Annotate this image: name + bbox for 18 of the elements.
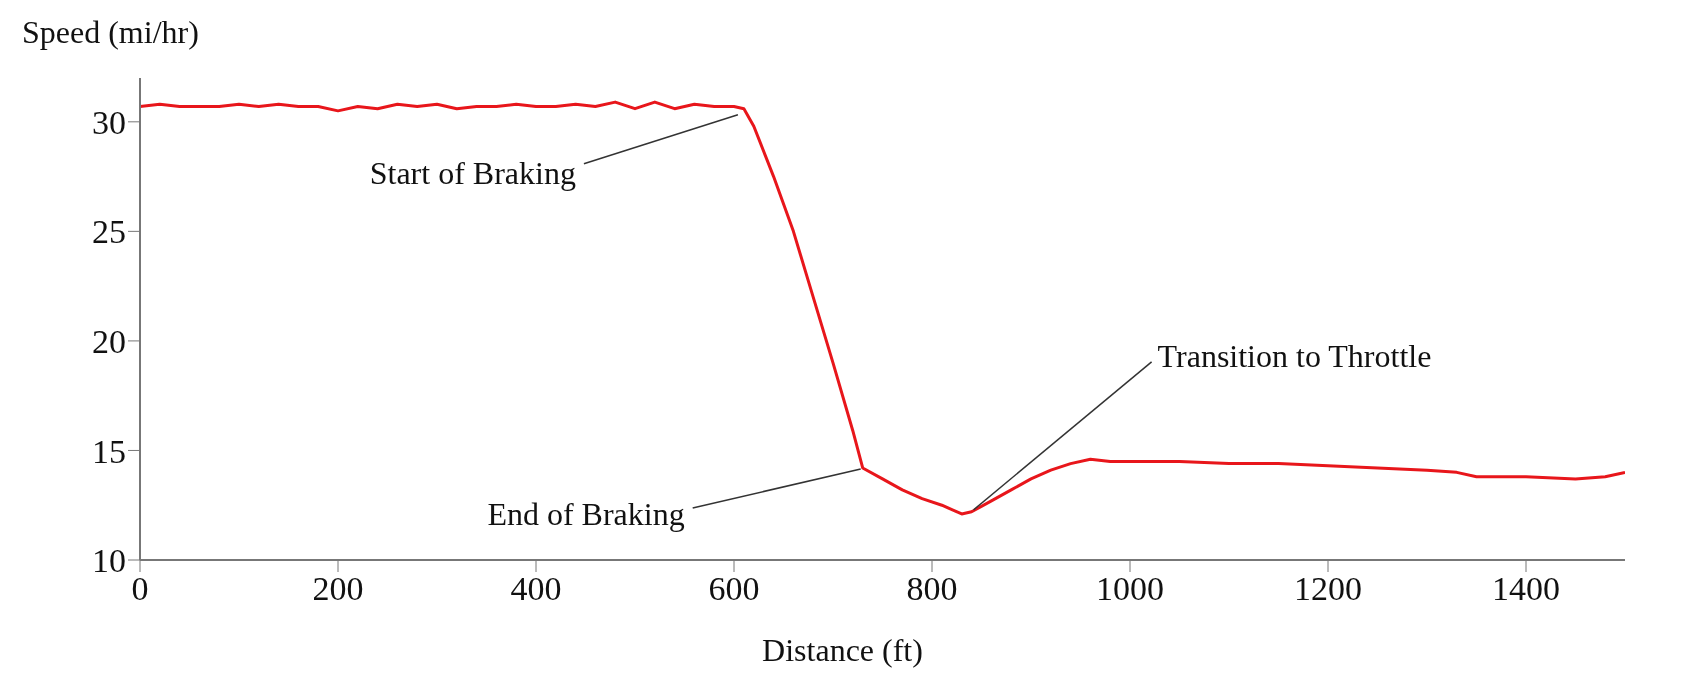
y-axis-title: Speed (mi/hr) (22, 14, 199, 51)
x-axis-title: Distance (ft) (762, 632, 923, 668)
x-tick-label: 1000 (1096, 570, 1164, 608)
x-tick-label: 1400 (1492, 570, 1560, 608)
x-tick-label: 400 (510, 570, 562, 608)
y-tick-label: 15 (92, 432, 126, 470)
annotation: End of Braking (487, 496, 685, 533)
y-tick-label: 25 (92, 213, 126, 251)
x-tick-label: 600 (708, 570, 760, 608)
annotation: Transition to Throttle (1157, 338, 1432, 375)
annotation: Start of Braking (369, 155, 576, 192)
x-tick-label: 1200 (1294, 570, 1362, 608)
x-tick-label: 800 (906, 570, 958, 608)
y-tick-label: 20 (92, 322, 126, 360)
x-tick-label: 0 (131, 570, 149, 608)
x-tick-label: 200 (312, 570, 364, 608)
y-tick-label: 10 (92, 542, 126, 580)
y-tick-label: 30 (92, 103, 126, 141)
